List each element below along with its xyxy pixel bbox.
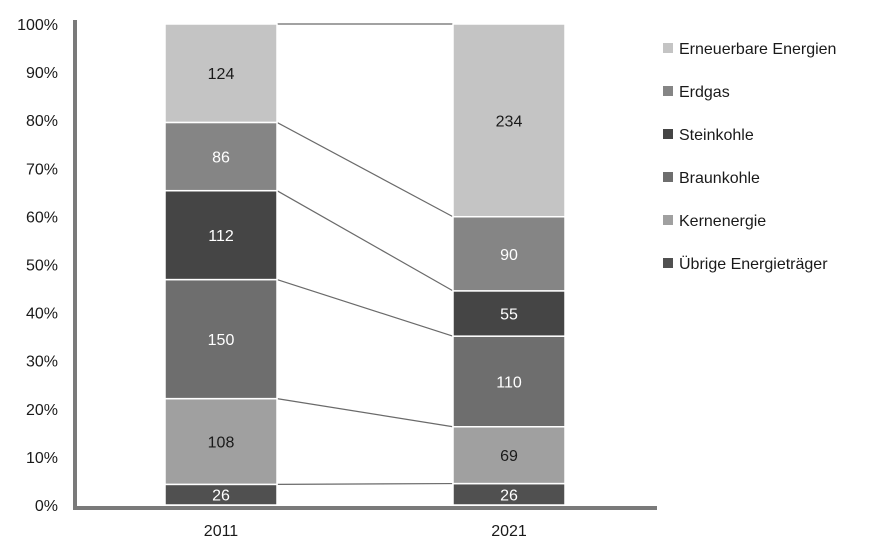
data-label: 26	[500, 487, 518, 504]
y-tick-label: 80%	[26, 113, 58, 130]
bar-segment	[452, 335, 566, 428]
axes	[73, 20, 657, 510]
legend-label: Erneuerbare Energien	[679, 41, 836, 58]
legend-swatch	[663, 86, 673, 96]
connector-line	[276, 190, 454, 292]
legend-label: Übrige Energieträger	[679, 255, 828, 273]
legend-swatch	[663, 258, 673, 268]
y-tick-label: 100%	[17, 17, 58, 34]
x-axis-tick-labels: 2011 2021	[204, 523, 527, 540]
bar-segment	[452, 426, 566, 485]
bar-segment	[164, 397, 278, 486]
y-tick-label: 40%	[26, 306, 58, 323]
y-tick-label: 90%	[26, 65, 58, 82]
data-label: 234	[496, 113, 523, 130]
legend-swatch	[663, 172, 673, 182]
bar-segment	[164, 23, 278, 124]
data-label: 108	[208, 435, 235, 452]
data-label: 69	[500, 448, 518, 465]
legend-label: Kernenergie	[679, 213, 766, 230]
x-tick-label: 2021	[491, 523, 527, 540]
connector-lines	[276, 23, 454, 485]
y-tick-label: 10%	[26, 450, 58, 467]
connector-line	[276, 121, 454, 218]
bar-segment	[452, 290, 566, 337]
data-label: 90	[500, 247, 518, 264]
connector-line	[276, 398, 454, 428]
legend-swatch	[663, 129, 673, 139]
legend-label: Erdgas	[679, 84, 730, 101]
data-label: 86	[212, 150, 230, 167]
data-label: 110	[496, 374, 522, 391]
y-tick-label: 50%	[26, 258, 58, 275]
y-axis-tick-labels: 0% 10% 20% 30% 40% 50% 60% 70% 80% 90% 100%	[17, 17, 58, 515]
data-label: 55	[500, 307, 518, 324]
connector-line	[276, 279, 454, 337]
bar-segment	[164, 278, 278, 400]
legend-label: Braunkohle	[679, 170, 760, 187]
bar-segment	[452, 215, 566, 292]
x-tick-label: 2011	[204, 523, 239, 540]
y-tick-label: 0%	[35, 498, 58, 515]
data-label: 112	[208, 228, 234, 245]
data-label: 150	[208, 332, 235, 349]
data-label: 124	[208, 66, 235, 83]
bar-segment	[452, 23, 566, 218]
y-tick-label: 60%	[26, 209, 58, 226]
y-tick-label: 30%	[26, 354, 58, 371]
bar-segment	[164, 121, 278, 192]
bar-segment	[164, 189, 278, 281]
y-tick-label: 20%	[26, 402, 58, 419]
legend: Erneuerbare Energien Erdgas Steinkohle Brau…	[663, 41, 836, 273]
legend-swatch	[663, 215, 673, 225]
y-tick-label: 70%	[26, 161, 58, 178]
legend-label: Steinkohle	[679, 127, 754, 144]
connector-line	[276, 482, 454, 485]
legend-swatch	[663, 43, 673, 53]
bars: 26 108 150 112 86 124 26 69 110 55 90 234	[164, 23, 566, 506]
data-label: 26	[212, 488, 230, 505]
